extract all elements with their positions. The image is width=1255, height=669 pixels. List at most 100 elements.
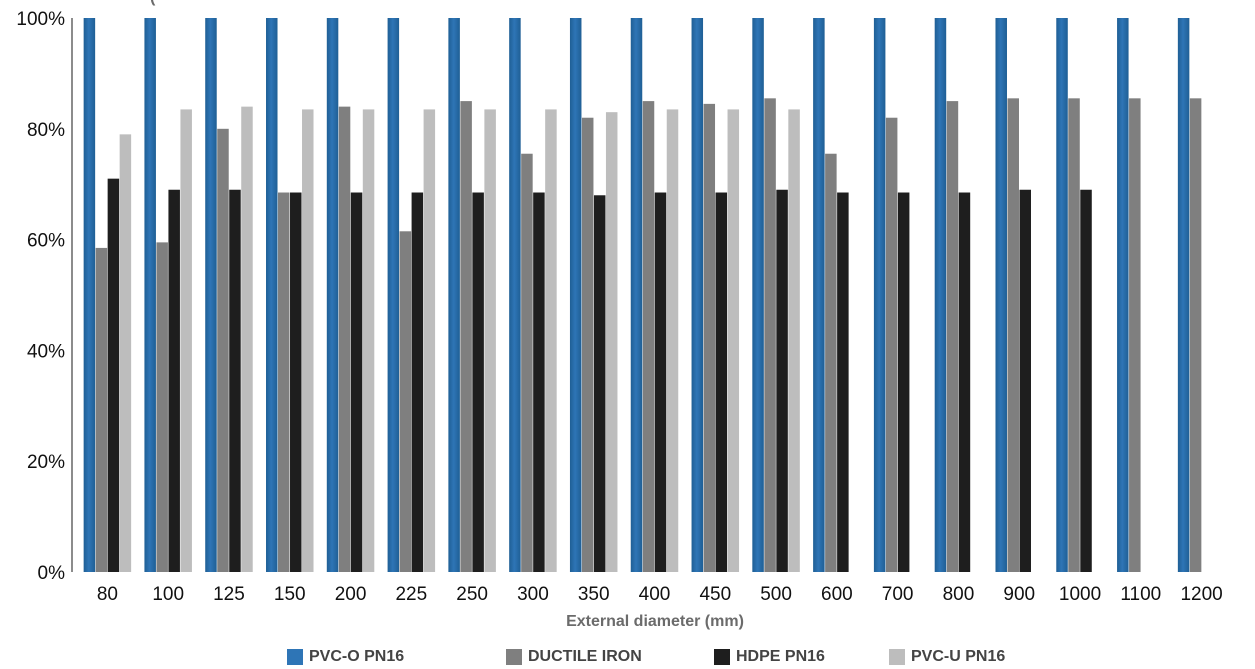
legend-label: PVC-U PN16 <box>911 648 1006 665</box>
bar <box>1056 18 1068 572</box>
bar <box>107 178 120 572</box>
y-tick-label: 80% <box>27 120 65 141</box>
bar <box>1189 98 1202 572</box>
bar <box>873 18 886 572</box>
legend-swatch <box>889 649 905 665</box>
bar <box>144 18 156 572</box>
bar <box>362 109 375 572</box>
bar <box>691 18 704 572</box>
x-tick-label: 1100 <box>1120 584 1161 605</box>
y-tick-label: 100% <box>16 9 65 30</box>
bar <box>484 109 496 572</box>
bar <box>399 231 412 573</box>
bar <box>788 109 800 572</box>
bar <box>995 18 1007 572</box>
legend-item: PVC-U PN16 <box>889 645 1005 669</box>
x-tick-label: 200 <box>335 584 367 605</box>
bar <box>946 101 959 572</box>
x-tick-label: 250 <box>456 584 488 605</box>
bar <box>897 192 910 572</box>
x-tick-label: 125 <box>213 584 245 605</box>
bar <box>411 192 424 572</box>
x-tick-label: 450 <box>699 584 731 605</box>
x-tick-label: 150 <box>274 584 306 605</box>
bar <box>752 18 764 572</box>
bar <box>119 134 132 572</box>
x-tick-label: 1200 <box>1180 584 1222 605</box>
chart-title-partial: ( <box>150 0 156 6</box>
bar <box>654 192 667 572</box>
legend: PVC-O PN16 DUCTILE IRON HDPE PN16 PVC-U PN1… <box>0 645 1255 669</box>
bar <box>338 106 351 572</box>
bar <box>290 192 302 572</box>
bar <box>727 109 740 572</box>
series-ductile-iron <box>95 98 1202 573</box>
x-tick-label: 300 <box>517 584 549 605</box>
series-pvc-u-pn16 <box>119 106 800 573</box>
bar <box>95 247 108 572</box>
bar <box>642 101 655 572</box>
bar <box>715 192 728 572</box>
bar <box>350 192 363 572</box>
bar <box>605 112 618 573</box>
bar <box>934 18 947 572</box>
bar <box>569 18 582 572</box>
legend-item: HDPE PN16 <box>714 645 825 669</box>
bar <box>1007 98 1019 572</box>
x-tick-label: 400 <box>639 584 671 605</box>
bar <box>593 195 606 572</box>
y-tick-label: 40% <box>27 341 65 362</box>
legend-label: DUCTILE IRON <box>528 648 642 665</box>
x-axis: 80 100 125 150 200 225 250 300 350 400 450 500 600 70… <box>97 584 1223 605</box>
legend-label: PVC-O PN16 <box>309 648 405 665</box>
bar <box>180 109 192 572</box>
bar <box>581 117 594 572</box>
x-tick-label: 600 <box>821 584 853 605</box>
bar <box>241 106 253 572</box>
bar <box>387 18 400 572</box>
bar <box>448 18 460 572</box>
bar <box>460 101 472 572</box>
bar <box>509 18 521 572</box>
x-tick-label: 500 <box>760 584 792 605</box>
x-tick-label: 100 <box>152 584 184 605</box>
bar <box>83 18 96 572</box>
bar <box>205 18 217 572</box>
legend-swatch <box>714 649 730 665</box>
bar <box>278 192 290 572</box>
bar <box>825 153 837 573</box>
x-axis-title: External diameter (mm) <box>566 613 744 630</box>
legend-label: HDPE PN16 <box>736 648 825 665</box>
x-tick-label: 1000 <box>1059 584 1101 605</box>
bar <box>472 192 484 572</box>
bar <box>1177 18 1190 572</box>
bar <box>326 18 339 572</box>
legend-item: PVC-O PN16 <box>287 645 404 669</box>
x-tick-label: 800 <box>943 584 975 605</box>
bar <box>217 128 229 573</box>
bar <box>885 117 898 572</box>
series-hdpe-pn16 <box>107 178 1092 573</box>
bar <box>764 98 776 572</box>
chart: ( 0% 20% 40% 60% 80% 100% 80 100 125 150 200 225 25… <box>16 0 1223 630</box>
bar <box>837 192 849 572</box>
bar <box>229 189 241 573</box>
bar <box>168 189 180 573</box>
bar <box>1068 98 1080 572</box>
y-tick-label: 60% <box>27 231 65 252</box>
bar <box>545 109 557 572</box>
legend-item: DUCTILE IRON <box>506 645 642 669</box>
y-tick-label: 20% <box>27 452 65 473</box>
bar <box>533 192 545 572</box>
bar <box>156 242 168 572</box>
bar <box>776 189 788 573</box>
x-tick-label: 700 <box>882 584 914 605</box>
bar <box>1019 189 1031 573</box>
y-tick-label: 0% <box>38 563 66 584</box>
bar <box>1080 189 1092 573</box>
bar <box>423 109 436 572</box>
bar <box>521 153 533 573</box>
legend-swatch <box>506 649 522 665</box>
bars <box>83 18 1202 573</box>
y-axis: 0% 20% 40% 60% 80% 100% <box>16 9 73 584</box>
